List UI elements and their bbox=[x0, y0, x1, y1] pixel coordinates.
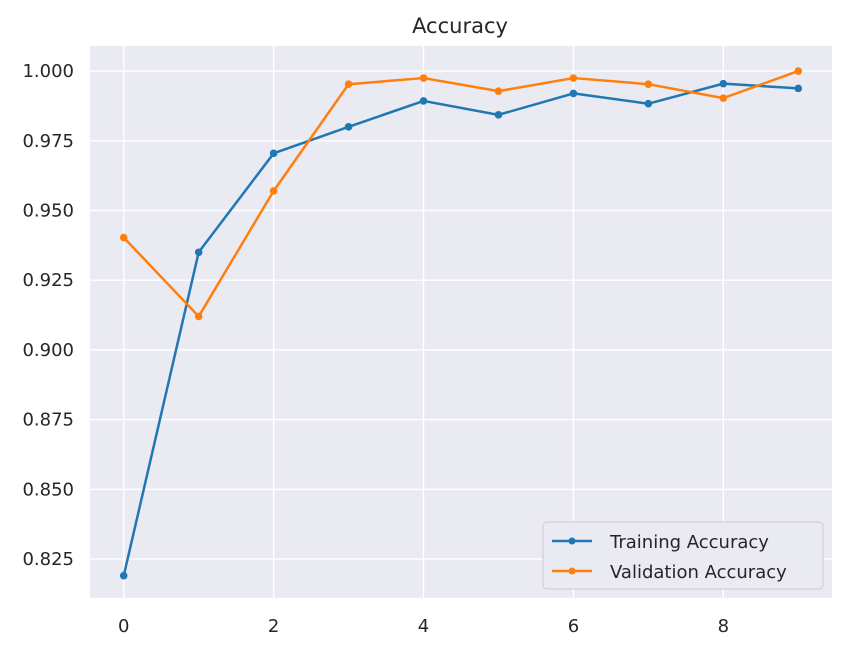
x-tick-label: 4 bbox=[418, 616, 429, 637]
grid-lines bbox=[90, 46, 832, 598]
series-1-point bbox=[494, 87, 503, 95]
x-tick-label: 6 bbox=[568, 616, 579, 637]
series-1-point bbox=[644, 80, 653, 88]
series-1-point bbox=[569, 74, 578, 82]
x-tick-label: 8 bbox=[718, 616, 729, 637]
series-1-point bbox=[794, 67, 803, 75]
series-1-point bbox=[344, 80, 353, 88]
legend-marker-validation bbox=[568, 567, 576, 575]
legend: Training Accuracy Validation Accuracy bbox=[542, 521, 824, 590]
y-tick-label: 0.975 bbox=[22, 131, 74, 152]
series-0-point bbox=[569, 89, 578, 98]
series-line-0 bbox=[122, 82, 800, 577]
tick-labels: 0 2 4 6 8 0.825 0.850 0.875 0.900 0.925 0.950 0.975… bbox=[22, 61, 729, 637]
y-tick-label: 0.850 bbox=[22, 479, 74, 500]
y-tick-label: 0.900 bbox=[22, 340, 74, 361]
y-tick-label: 0.925 bbox=[22, 270, 74, 291]
series-line-1 bbox=[122, 69, 800, 318]
series-1-point bbox=[194, 312, 203, 321]
y-tick-label: 0.875 bbox=[22, 410, 74, 431]
y-tick-label: 0.950 bbox=[22, 200, 74, 221]
series-0-point bbox=[494, 111, 503, 119]
y-tick-label: 0.825 bbox=[22, 549, 74, 570]
chart-title: Accuracy bbox=[412, 14, 508, 38]
series-0-point bbox=[794, 84, 803, 93]
plot-area bbox=[90, 46, 832, 598]
series-0-point bbox=[119, 571, 128, 580]
legend-box bbox=[542, 521, 824, 590]
series-0-point bbox=[344, 123, 353, 131]
series-lines bbox=[119, 67, 803, 580]
series-1-point bbox=[419, 74, 428, 82]
series-1-point bbox=[269, 187, 278, 195]
x-tick-label: 2 bbox=[268, 616, 279, 637]
series-1-point bbox=[719, 94, 728, 102]
series-0-point bbox=[269, 149, 278, 158]
legend-label-training: Training Accuracy bbox=[609, 532, 769, 553]
series-0-point bbox=[194, 248, 203, 257]
series-0-point bbox=[644, 99, 653, 108]
legend-label-validation: Validation Accuracy bbox=[610, 562, 787, 583]
series-1-point bbox=[119, 233, 128, 242]
y-tick-label: 1.000 bbox=[22, 61, 74, 82]
series-0-point bbox=[419, 97, 428, 105]
x-tick-label: 0 bbox=[118, 616, 129, 637]
legend-marker-training bbox=[568, 537, 576, 545]
series-0-point bbox=[719, 79, 728, 88]
